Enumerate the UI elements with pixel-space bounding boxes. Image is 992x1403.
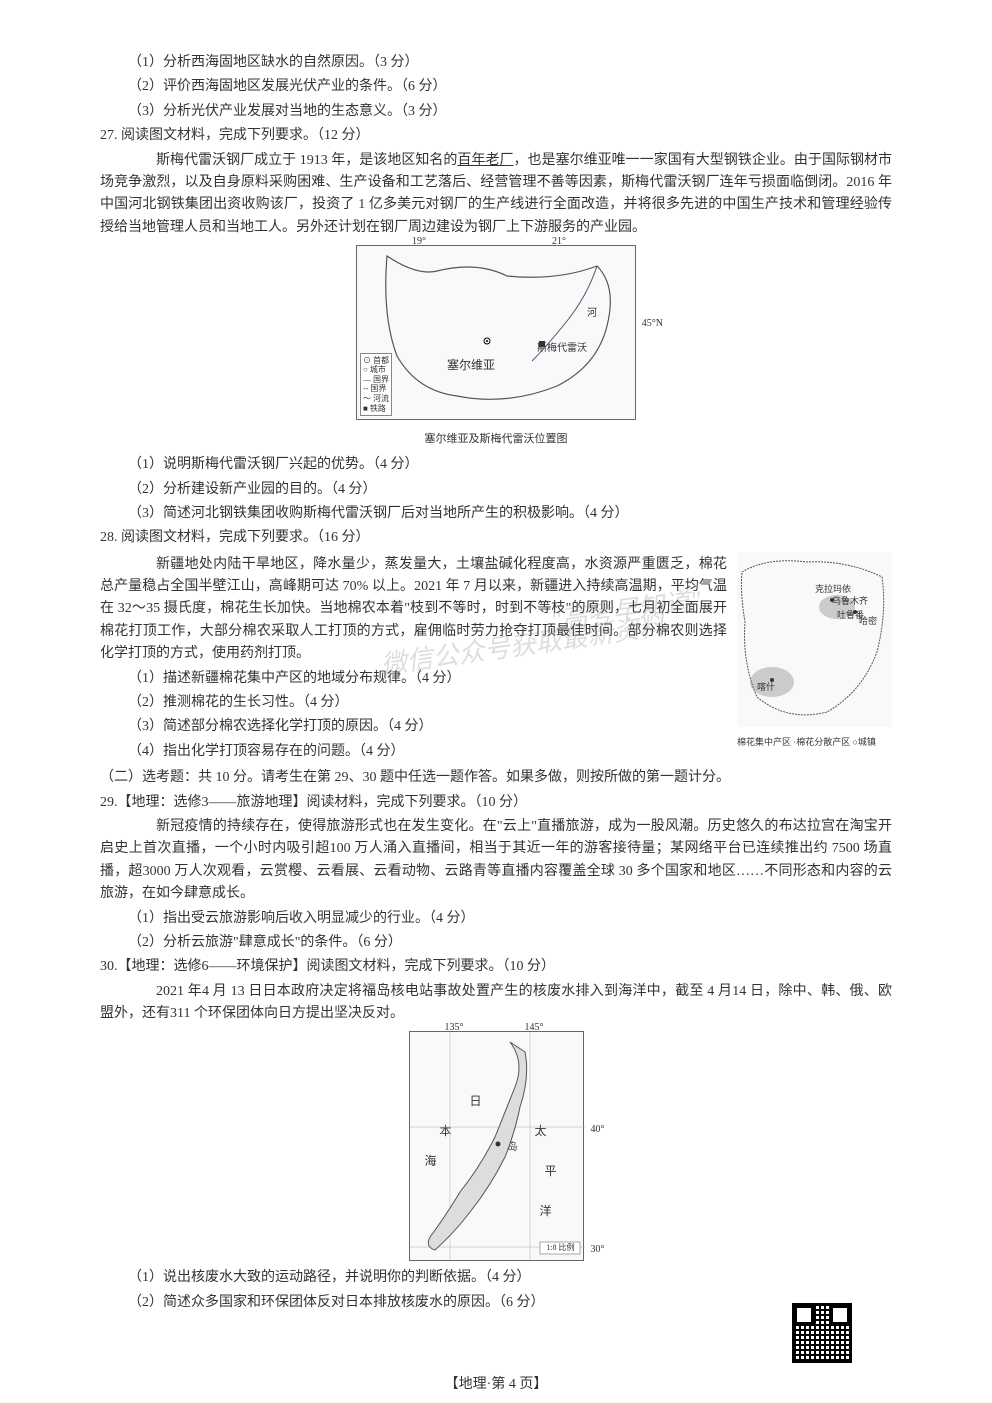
map2-tlf: 吐鲁番 [837,608,864,622]
q30-header: 30.【地理：选修6——环境保护】阅读图文材料，完成下列要求。（10 分） [100,956,892,978]
q28-sub1: （1）描述新疆棉花集中产区的地域分布规律。（4 分） [100,668,727,690]
legend-item: ○ 城市 [363,365,389,375]
q27-passage-pre: 斯梅代雷沃钢厂成立于 1913 年，是该地区知名的 [156,153,457,168]
map1-lat45: 45°N [642,316,663,332]
legend-item: — 国界 [363,375,389,385]
q28-sub3: （3）简述部分棉农选择化学打顶的原因。（4 分） [100,716,727,738]
map2-legend: 棉花集中产区 ·棉花分散产区 ○城镇 [737,735,892,749]
map1-svg [357,246,637,421]
qrcode-icon [792,1303,852,1363]
q27-underline: 百年老厂 [457,153,513,168]
map3-scale: 1:8 比例 [546,1242,574,1255]
q29-sub1: （1）指出受云旅游影响后收入明显减少的行业。（4 分） [100,908,892,930]
q28-header: 28. 阅读图文材料，完成下列要求。（16 分） [100,527,892,549]
q27-sub1: （1）说明斯梅代雷沃钢厂兴起的优势。（4 分） [100,454,892,476]
map1-caption: 塞尔维亚及斯梅代雷沃位置图 [356,431,636,449]
map1-box: 19° 21° 45°N 塞尔维亚 斯梅代雷沃 河 ⊙ 首都 ○ 城市 — 国界 [356,245,636,420]
q27-sub3: （3）简述河北钢铁集团收购斯梅代雷沃钢厂后对当地所产生的积极影响。（4 分） [100,503,892,525]
q29-header: 29.【地理：选修3——旅游地理】阅读材料，完成下列要求。（10 分） [100,792,892,814]
page-footer: 【地理·第 4 页】 [100,1374,892,1396]
q28-sub2: （2）推测棉花的生长习性。（4 分） [100,692,727,714]
map2-ks: 喀什 [757,680,775,694]
legend-item: ■ 铁路 [363,404,389,414]
section2-header: （二）选考题：共 10 分。请考生在第 29、30 题中任选一题作答。如果多做，… [100,767,892,789]
q-pre-3: （3）分析光伏产业发展对当地的生态意义。（3 分） [100,101,892,123]
q28-side-by-side: 新疆地处内陆干旱地区，降水量少，蒸发量大，土壤盐碱化程度高，水资源严重匮乏，棉花… [100,552,892,766]
q30-sub2: （2）简述众多国家和环保团体反对日本排放核废水的原因。（6 分） [100,1292,892,1314]
legend-item: ～ 河流 [363,394,389,404]
q28-passage: 新疆地处内陆干旱地区，降水量少，蒸发量大，土壤盐碱化程度高，水资源严重匮乏，棉花… [100,554,727,666]
q28-sub4: （4）指出化学打顶容易存在的问题。（4 分） [100,741,727,763]
map2-wlm: 乌鲁木齐 [832,594,868,608]
q29-passage: 新冠疫情的持续存在，使得旅游形式也在发生变化。在"云上"直播旅游，成为一股风潮。… [100,816,892,906]
legend-item: ⊙ 首都 [363,356,389,366]
map2-box: 克拉玛依 乌鲁木齐 哈密 吐鲁番 喀什 [737,552,892,727]
q27-header: 27. 阅读图文材料，完成下列要求。（12 分） [100,125,892,147]
q29-sub2: （2）分析云旅游"肆意成长"的条件。（6 分） [100,932,892,954]
map1-container: 19° 21° 45°N 塞尔维亚 斯梅代雷沃 河 ⊙ 首都 ○ 城市 — 国界 [100,245,892,448]
map3-lat30: 30° [591,1242,605,1258]
map3-svg [410,1032,585,1262]
map3-container: 135° 145° 40° 30° 日 本 海 太 平 洋 福岛 1:8 比例 [100,1031,892,1261]
q30-sub1: （1）说出核废水大致的运动路径，并说明你的判断依据。（4 分） [100,1267,892,1289]
map1-legend: ⊙ 首都 ○ 城市 — 国界 -- 国界 ～ 河流 ■ 铁路 [360,353,392,417]
legend-item: -- 国界 [363,384,389,394]
q27-sub2: （2）分析建设新产业园的目的。（4 分） [100,479,892,501]
map3-box: 135° 145° 40° 30° 日 本 海 太 平 洋 福岛 1:8 比例 [409,1031,584,1261]
q-pre-1: （1）分析西海固地区缺水的自然原因。（3 分） [100,52,892,74]
q27-passage: 斯梅代雷沃钢厂成立于 1913 年，是该地区知名的百年老厂，也是塞尔维亚唯一一家… [100,150,892,240]
q-pre-2: （2）评价西海固地区发展光伏产业的条件。（6 分） [100,76,892,98]
map3-lat40: 40° [591,1122,605,1138]
q30-passage: 2021 年4 月 13 日日本政府决定将福岛核电站事故处置产生的核废水排入到海… [100,981,892,1026]
map2-svg [737,552,892,727]
